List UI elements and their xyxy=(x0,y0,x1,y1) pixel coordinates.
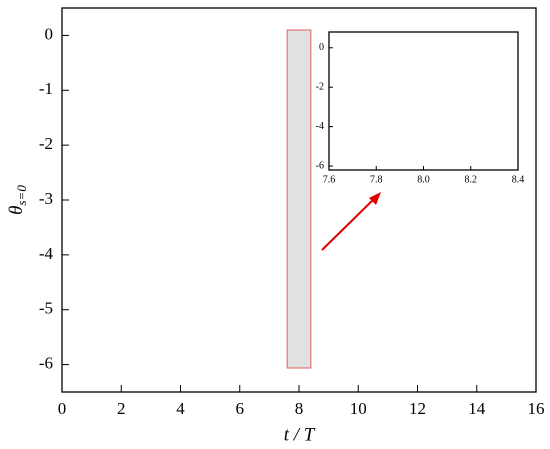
x-tick-label: 8.4 xyxy=(512,174,525,185)
arrow-head xyxy=(369,192,381,205)
y-tick-label: -6 xyxy=(39,353,53,372)
y-tick-label: -2 xyxy=(39,134,53,153)
y-tick-label: -4 xyxy=(316,121,324,132)
y-tick-label: 0 xyxy=(45,24,54,43)
arrow xyxy=(321,196,377,251)
y-tick-label: -4 xyxy=(39,244,54,263)
x-tick-label: 7.8 xyxy=(370,174,383,185)
y-axis-label-sub: s=0 xyxy=(14,185,29,206)
x-tick-label: 14 xyxy=(468,399,486,418)
x-tick-label: 8.2 xyxy=(465,174,478,185)
x-tick-label: 12 xyxy=(409,399,426,418)
x-tick-label: 7.6 xyxy=(323,174,336,185)
y-tick-label: 0 xyxy=(319,42,324,53)
x-tick-label: 0 xyxy=(58,399,67,418)
x-tick-label: 8 xyxy=(295,399,304,418)
x-tick-label: 16 xyxy=(528,399,545,418)
plot-frame xyxy=(328,31,519,171)
y-tick-label: -1 xyxy=(39,79,53,98)
x-tick-label: 2 xyxy=(117,399,126,418)
y-axis-label: θs=0 xyxy=(6,185,29,215)
y-tick-label: -6 xyxy=(316,160,324,171)
y-tick-label: -5 xyxy=(39,299,53,318)
x-tick-label: 8.0 xyxy=(417,174,430,185)
y-tick-label: -3 xyxy=(39,189,53,208)
x-axis-label: t / T xyxy=(284,424,316,445)
y-tick-label: -2 xyxy=(316,81,324,92)
x-tick-label: 6 xyxy=(236,399,245,418)
y-axis-label-main: θ xyxy=(6,206,27,215)
x-tick-label: 10 xyxy=(350,399,367,418)
zoom-region xyxy=(286,29,312,369)
x-tick-label: 4 xyxy=(176,399,185,418)
